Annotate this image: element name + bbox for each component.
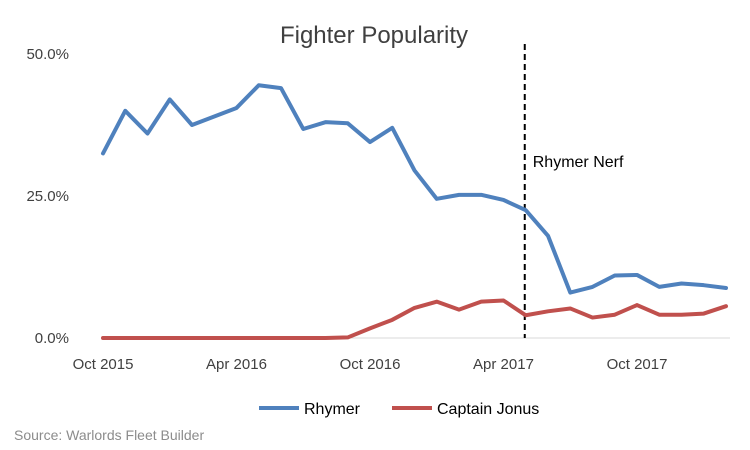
data-point-captain-jonus: [679, 313, 684, 317]
data-point-captain-jonus: [457, 308, 461, 312]
data-point-captain-jonus: [212, 336, 216, 340]
data-point-rhymer: [145, 131, 150, 136]
data-point-captain-jonus: [234, 336, 239, 340]
data-point-captain-jonus: [279, 336, 283, 340]
data-point-captain-jonus: [257, 336, 261, 340]
data-point-rhymer: [301, 127, 305, 131]
data-point-captain-jonus: [546, 309, 550, 313]
data-point-rhymer: [724, 286, 728, 290]
data-point-rhymer: [457, 193, 461, 197]
y-tick-label: 0.0%: [35, 330, 69, 347]
x-tick-label: Oct 2016: [340, 356, 401, 373]
data-point-captain-jonus: [501, 298, 506, 303]
x-tick-label: Oct 2015: [73, 356, 134, 373]
data-point-captain-jonus: [590, 315, 595, 320]
data-point-rhymer: [101, 151, 105, 155]
data-point-rhymer: [635, 273, 639, 277]
data-point-rhymer: [702, 283, 706, 287]
y-axis-ticks: 0.0% 25.0% 50.0%: [26, 46, 69, 347]
data-point-rhymer: [613, 273, 617, 278]
data-point-captain-jonus: [613, 313, 617, 317]
data-point-captain-jonus: [635, 303, 639, 307]
legend-label-rhymer: Rhymer: [304, 401, 361, 418]
data-point-rhymer: [279, 86, 283, 90]
data-point-rhymer: [346, 121, 350, 125]
data-point-captain-jonus: [524, 313, 528, 317]
data-point-captain-jonus: [145, 336, 150, 340]
legend-label-captain-jonus: Captain Jonus: [437, 401, 539, 418]
x-tick-label: Apr 2016: [206, 356, 267, 373]
data-point-rhymer: [390, 126, 394, 130]
data-point-rhymer: [412, 168, 417, 173]
data-point-rhymer: [123, 109, 127, 113]
data-point-rhymer: [679, 281, 684, 286]
data-point-captain-jonus: [435, 300, 439, 304]
data-point-captain-jonus: [368, 326, 372, 330]
data-point-captain-jonus: [101, 336, 105, 340]
data-point-captain-jonus: [390, 318, 394, 322]
data-point-rhymer: [435, 197, 439, 201]
x-tick-label: Apr 2017: [473, 356, 534, 373]
data-point-captain-jonus: [412, 306, 417, 310]
data-point-rhymer: [212, 114, 216, 119]
data-point-captain-jonus: [323, 336, 328, 340]
data-point-rhymer: [501, 198, 506, 202]
chart-title: Fighter Popularity: [280, 22, 468, 49]
data-point-captain-jonus: [479, 300, 483, 304]
data-point-captain-jonus: [168, 336, 172, 340]
data-point-captain-jonus: [724, 304, 728, 308]
data-point-rhymer: [524, 208, 528, 212]
data-point-rhymer: [168, 97, 172, 102]
data-point-captain-jonus: [346, 335, 350, 340]
data-point-rhymer: [568, 290, 572, 295]
data-point-rhymer: [590, 285, 595, 289]
data-point-rhymer: [257, 83, 261, 87]
series-group: [101, 83, 728, 340]
data-point-rhymer: [368, 140, 372, 144]
x-axis-ticks: Oct 2015 Apr 2016 Oct 2016 Apr 2017 Oct 2017: [73, 356, 668, 373]
data-point-captain-jonus: [123, 336, 127, 340]
series-line-captain-jonus: [101, 298, 728, 340]
y-tick-label: 25.0%: [26, 188, 69, 205]
data-point-captain-jonus: [301, 336, 305, 340]
data-point-rhymer: [190, 123, 194, 127]
series-line-rhymer: [101, 83, 728, 295]
data-point-rhymer: [657, 285, 661, 289]
data-point-captain-jonus: [657, 313, 661, 317]
data-point-rhymer: [234, 106, 239, 110]
nerf-annotation-label: Rhymer Nerf: [533, 154, 624, 171]
legend[interactable]: Rhymer Captain Jonus: [259, 401, 539, 418]
x-tick-label: Oct 2017: [607, 356, 668, 373]
data-point-captain-jonus: [702, 311, 706, 316]
data-point-rhymer: [546, 234, 550, 238]
y-tick-label: 50.0%: [26, 46, 69, 63]
data-point-rhymer: [479, 193, 483, 197]
data-point-rhymer: [323, 120, 328, 124]
source-note: Source: Warlords Fleet Builder: [14, 427, 204, 443]
data-point-captain-jonus: [568, 306, 572, 311]
data-point-captain-jonus: [190, 336, 194, 340]
